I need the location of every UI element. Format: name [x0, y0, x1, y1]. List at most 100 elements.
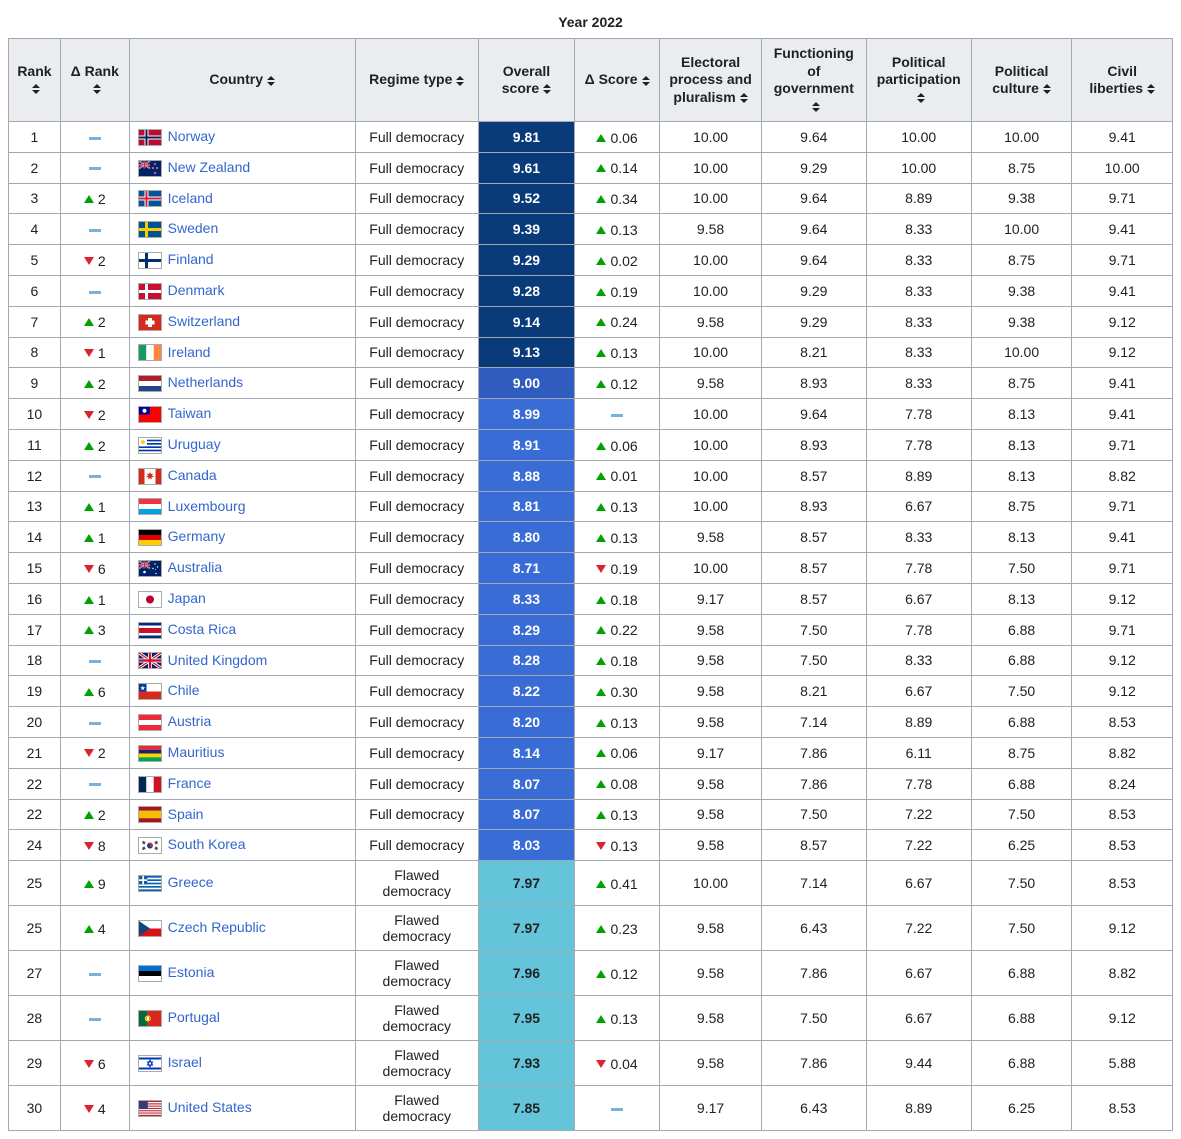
table-row: 196ChileFull democracy8.220.309.588.216.… — [9, 676, 1173, 707]
cell-dscore: 0.06 — [575, 737, 660, 768]
cell-drank — [60, 122, 129, 153]
table-row: 81IrelandFull democracy9.130.1310.008.21… — [9, 337, 1173, 368]
country-link[interactable]: Portugal — [168, 1009, 220, 1025]
cell-electoral: 10.00 — [660, 553, 762, 584]
cell-civil: 8.53 — [1072, 1086, 1173, 1131]
table-row: 296IsraelFlawed democracy7.930.049.587.8… — [9, 1041, 1173, 1086]
arrow-up-icon — [84, 503, 94, 511]
cell-country: Austria — [129, 707, 355, 738]
cell-participation: 7.22 — [866, 906, 971, 951]
arrow-up-icon — [84, 880, 94, 888]
cell-regime: Full democracy — [355, 368, 478, 399]
cell-overall: 8.91 — [478, 429, 574, 460]
col-dscore[interactable]: Δ Score — [575, 39, 660, 122]
cell-functioning: 8.21 — [761, 337, 866, 368]
country-link[interactable]: Luxembourg — [168, 498, 246, 514]
cell-drank — [60, 275, 129, 306]
cell-dscore: 0.13 — [575, 337, 660, 368]
cell-participation: 6.11 — [866, 737, 971, 768]
cell-drank: 2 — [60, 245, 129, 276]
country-link[interactable]: Czech Republic — [168, 919, 266, 935]
country-link[interactable]: South Korea — [168, 836, 246, 852]
cell-electoral: 9.58 — [660, 799, 762, 830]
cell-overall: 8.03 — [478, 830, 574, 861]
cell-regime: Full democracy — [355, 245, 478, 276]
arrow-up-icon — [596, 257, 606, 265]
cell-country: Canada — [129, 460, 355, 491]
cell-dscore: 0.02 — [575, 245, 660, 276]
country-link[interactable]: Costa Rica — [168, 621, 236, 637]
country-link[interactable]: Norway — [168, 128, 215, 144]
cell-electoral: 9.58 — [660, 951, 762, 996]
cell-culture: 10.00 — [971, 122, 1072, 153]
arrow-down-icon — [596, 565, 606, 573]
country-link[interactable]: Japan — [168, 590, 206, 606]
arrow-up-icon — [596, 226, 606, 234]
cell-functioning: 8.93 — [761, 491, 866, 522]
col-participation[interactable]: Political participation — [866, 39, 971, 122]
country-link[interactable]: Israel — [168, 1054, 202, 1070]
country-link[interactable]: Iceland — [168, 190, 213, 206]
cell-functioning: 8.57 — [761, 553, 866, 584]
col-functioning[interactable]: Functioning of government — [761, 39, 866, 122]
cell-electoral: 9.58 — [660, 830, 762, 861]
cell-rank: 19 — [9, 676, 61, 707]
country-link[interactable]: Sweden — [168, 220, 219, 236]
cell-dscore: 0.34 — [575, 183, 660, 214]
country-link[interactable]: Netherlands — [168, 374, 244, 390]
col-overall[interactable]: Overall score — [478, 39, 574, 122]
sort-icon — [1043, 84, 1051, 94]
country-link[interactable]: Greece — [168, 874, 214, 890]
table-row: 304United StatesFlawed democracy7.859.17… — [9, 1086, 1173, 1131]
cell-regime: Flawed democracy — [355, 1041, 478, 1086]
cell-rank: 17 — [9, 614, 61, 645]
cell-civil: 5.88 — [1072, 1041, 1173, 1086]
cell-civil: 8.53 — [1072, 861, 1173, 906]
table-row: 212MauritiusFull democracy8.140.069.177.… — [9, 737, 1173, 768]
country-link[interactable]: Mauritius — [168, 744, 225, 760]
col-regime[interactable]: Regime type — [355, 39, 478, 122]
cell-functioning: 7.50 — [761, 996, 866, 1041]
dash-icon — [89, 722, 101, 725]
col-electoral[interactable]: Electoral process and pluralism — [660, 39, 762, 122]
country-link[interactable]: United States — [168, 1099, 252, 1115]
country-link[interactable]: Taiwan — [168, 405, 212, 421]
country-link[interactable]: France — [168, 775, 212, 791]
country-link[interactable]: Australia — [168, 559, 222, 575]
arrow-down-icon — [596, 1060, 606, 1068]
col-drank[interactable]: Δ Rank — [60, 39, 129, 122]
cell-civil: 9.12 — [1072, 645, 1173, 676]
dash-icon — [89, 660, 101, 663]
col-culture[interactable]: Political culture — [971, 39, 1072, 122]
country-link[interactable]: Uruguay — [168, 436, 221, 452]
country-link[interactable]: Finland — [168, 251, 214, 267]
country-link[interactable]: Denmark — [168, 282, 225, 298]
country-link[interactable]: United Kingdom — [168, 652, 268, 668]
cell-civil: 9.41 — [1072, 399, 1173, 430]
country-link[interactable]: Switzerland — [168, 313, 240, 329]
col-rank[interactable]: Rank — [9, 39, 61, 122]
country-link[interactable]: Estonia — [168, 964, 215, 980]
dash-icon — [89, 167, 101, 170]
country-link[interactable]: Germany — [168, 528, 226, 544]
cell-rank: 22 — [9, 799, 61, 830]
country-link[interactable]: Ireland — [168, 344, 211, 360]
cell-culture: 6.88 — [971, 996, 1072, 1041]
country-link[interactable]: New Zealand — [168, 159, 251, 175]
cell-dscore: 0.24 — [575, 306, 660, 337]
country-link[interactable]: Austria — [168, 713, 212, 729]
country-link[interactable]: Canada — [168, 467, 217, 483]
cell-overall: 7.96 — [478, 951, 574, 996]
country-link[interactable]: Chile — [168, 682, 200, 698]
col-country[interactable]: Country — [129, 39, 355, 122]
cell-dscore: 0.14 — [575, 152, 660, 183]
cell-dscore: 0.13 — [575, 214, 660, 245]
cell-overall: 8.71 — [478, 553, 574, 584]
cell-drank: 6 — [60, 676, 129, 707]
cell-civil: 9.12 — [1072, 996, 1173, 1041]
country-link[interactable]: Spain — [168, 806, 204, 822]
cell-regime: Full democracy — [355, 183, 478, 214]
cell-rank: 10 — [9, 399, 61, 430]
cell-dscore: 0.18 — [575, 583, 660, 614]
col-civil[interactable]: Civil liberties — [1072, 39, 1173, 122]
